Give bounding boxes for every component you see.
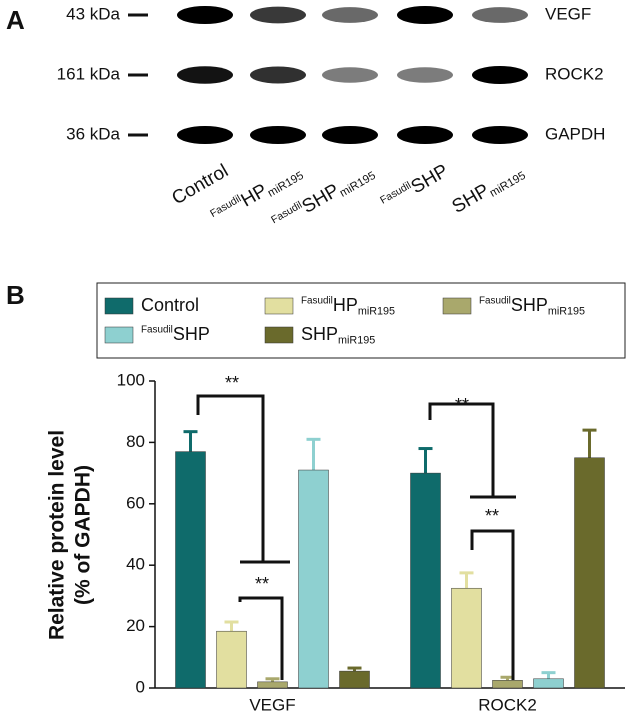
superscript: Fasudil: [209, 193, 244, 219]
y-tick-label: 0: [136, 677, 145, 696]
significance-label: **: [225, 373, 239, 393]
bar: [216, 630, 247, 689]
bar: [574, 457, 605, 689]
subscript: miR195: [548, 305, 585, 317]
subscript: miR195: [488, 170, 528, 200]
superscript: Fasudil: [141, 324, 173, 335]
protein-name: GAPDH: [545, 124, 605, 143]
legend-label: SHPmiR195: [301, 324, 375, 347]
superscript: Fasudil: [301, 295, 333, 306]
protein-name: VEGF: [545, 4, 591, 23]
label-main: SHP: [299, 180, 343, 218]
significance-bracket: [428, 402, 495, 497]
kda-marker: 161 kDa: [57, 64, 121, 83]
legend-swatch: [442, 297, 472, 315]
superscript: Fasudil: [479, 295, 511, 306]
blot-band: [177, 126, 233, 144]
significance-label: **: [485, 506, 499, 526]
superscript: Fasudil: [270, 200, 305, 226]
legend-label: Control: [141, 295, 199, 315]
legend-swatch: [264, 297, 294, 315]
panel-label: B: [6, 280, 25, 310]
legend-swatch: [264, 326, 294, 344]
legend-swatch: [104, 297, 134, 315]
label-main: SHP: [408, 160, 452, 198]
bar: [410, 472, 441, 689]
y-tick-label: 80: [126, 432, 145, 451]
subscript: miR195: [358, 305, 395, 317]
subscript: miR195: [338, 170, 378, 200]
legend-swatch: [104, 326, 134, 344]
y-tick-label: 40: [126, 555, 145, 574]
bar: [451, 587, 482, 689]
blot-band: [472, 7, 528, 23]
panel-label: A: [6, 5, 25, 35]
y-axis-label: Relative protein level: [46, 430, 69, 640]
blot-band: [177, 6, 233, 24]
label-main: SHP: [449, 180, 493, 218]
significance-label: **: [455, 395, 469, 415]
bar: [492, 680, 523, 689]
bar: [257, 681, 288, 689]
label-main: SHP: [301, 324, 338, 344]
significance-bracket: [238, 596, 284, 680]
bar: [533, 678, 564, 689]
legend-label: FasudilSHPmiR195: [479, 295, 585, 318]
y-tick-label: 60: [126, 493, 145, 512]
bar: [298, 469, 329, 689]
label-main: SHP: [173, 324, 210, 344]
legend-label: FasudilHPmiR195: [301, 295, 395, 318]
blot-band: [177, 66, 233, 84]
lane-label: SHPmiR195: [449, 160, 528, 219]
legend-label: FasudilSHP: [141, 324, 210, 344]
blot-band: [322, 7, 378, 23]
significance-bracket: [470, 529, 515, 680]
label-main: HP: [333, 295, 358, 315]
label-main: Control: [141, 295, 199, 315]
lane-label: FasudilSHP: [379, 160, 452, 215]
y-tick-label: 100: [117, 370, 145, 389]
blot-band: [397, 6, 453, 24]
legend-box: [96, 282, 626, 359]
blot-band: [397, 126, 453, 144]
subscript: miR195: [266, 170, 306, 200]
y-axis-label: (% of GAPDH): [72, 465, 95, 605]
blot-band: [322, 67, 378, 83]
lane-label: FasudilSHPmiR195: [270, 160, 378, 236]
blot-band: [250, 66, 306, 84]
blot-band: [472, 66, 528, 84]
blot-band: [250, 126, 306, 144]
bar: [175, 451, 206, 689]
protein-name: ROCK2: [545, 64, 604, 83]
x-tick-label: VEGF: [249, 695, 295, 714]
label-main: HP: [238, 180, 271, 211]
blot-band: [472, 126, 528, 144]
kda-marker: 43 kDa: [66, 4, 120, 23]
label-main: SHP: [511, 295, 548, 315]
y-tick-label: 20: [126, 616, 145, 635]
significance-bracket: [196, 394, 265, 562]
blot-band: [397, 67, 453, 83]
subscript: miR195: [338, 334, 375, 346]
bar: [339, 670, 370, 689]
kda-marker: 36 kDa: [66, 124, 120, 143]
blot-band: [250, 6, 306, 24]
significance-label: **: [255, 574, 269, 594]
blot-band: [322, 126, 378, 144]
superscript: Fasudil: [379, 180, 414, 206]
x-tick-label: ROCK2: [478, 695, 537, 714]
